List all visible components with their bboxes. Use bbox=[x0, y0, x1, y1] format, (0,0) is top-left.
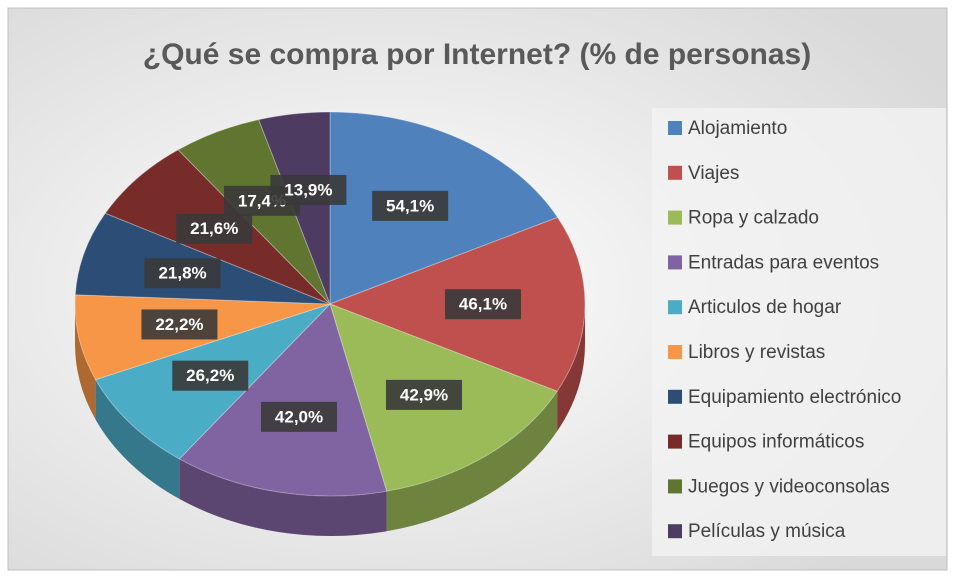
data-label-box bbox=[385, 379, 462, 410]
pie-side bbox=[75, 304, 96, 420]
legend-label: Articulos de hogar bbox=[688, 297, 842, 318]
data-label-box bbox=[172, 360, 249, 391]
data-label: 21,8% bbox=[158, 264, 206, 283]
chart-title: ¿Qué se compra por Internet? (% de perso… bbox=[143, 38, 811, 71]
pie-side bbox=[557, 304, 585, 432]
data-label-box bbox=[270, 174, 347, 205]
pie-side bbox=[179, 458, 387, 536]
data-label-box bbox=[141, 309, 218, 340]
data-label: 42,0% bbox=[275, 407, 323, 426]
data-label: 26,2% bbox=[186, 366, 234, 385]
legend-swatch bbox=[668, 345, 682, 359]
legend-swatch bbox=[668, 479, 682, 494]
data-label-box bbox=[261, 401, 338, 432]
data-label: 54,1% bbox=[386, 196, 434, 215]
labels: 54,1% 46,1% 42,9% 42,0% 26,2% 22,2% 21,8% 21,6%… bbox=[141, 174, 521, 432]
legend-label: Juegos y videoconsolas bbox=[688, 476, 890, 497]
data-label: 13,9% bbox=[284, 180, 332, 199]
legend: Alojamiento Viajes Ropa y calzado Entradas … bbox=[668, 118, 901, 542]
legend-swatch bbox=[668, 434, 682, 449]
data-label: 46,1% bbox=[459, 295, 507, 314]
legend-box bbox=[652, 108, 946, 556]
pie-side bbox=[95, 379, 180, 499]
pie-side bbox=[386, 391, 558, 532]
legend-swatch bbox=[668, 524, 682, 539]
legend-label: Equipos informáticos bbox=[688, 432, 864, 453]
pie-slice bbox=[178, 303, 388, 497]
data-label: 42,9% bbox=[400, 385, 448, 404]
legend-swatch bbox=[668, 210, 682, 225]
legend-label: Entradas para eventos bbox=[688, 252, 879, 273]
legend-label: Libros y revistas bbox=[688, 342, 825, 363]
data-label: 21,6% bbox=[190, 219, 238, 238]
legend-label: Ropa y calzado bbox=[688, 208, 819, 229]
legend-swatch bbox=[668, 389, 682, 404]
data-label-box bbox=[144, 258, 221, 289]
data-label: 22,2% bbox=[155, 315, 203, 334]
legend-label: Viajes bbox=[688, 163, 739, 184]
legend-label: Películas y música bbox=[688, 521, 846, 542]
data-label-box bbox=[372, 190, 449, 221]
data-label-box bbox=[176, 213, 253, 244]
legend-swatch bbox=[668, 300, 682, 315]
legend-label: Alojamiento bbox=[688, 118, 787, 139]
data-label-box bbox=[444, 289, 521, 320]
legend-swatch bbox=[668, 255, 682, 270]
legend-swatch bbox=[668, 165, 682, 180]
legend-swatch bbox=[668, 121, 682, 135]
legend-label: Equipamiento electrónico bbox=[688, 387, 901, 408]
